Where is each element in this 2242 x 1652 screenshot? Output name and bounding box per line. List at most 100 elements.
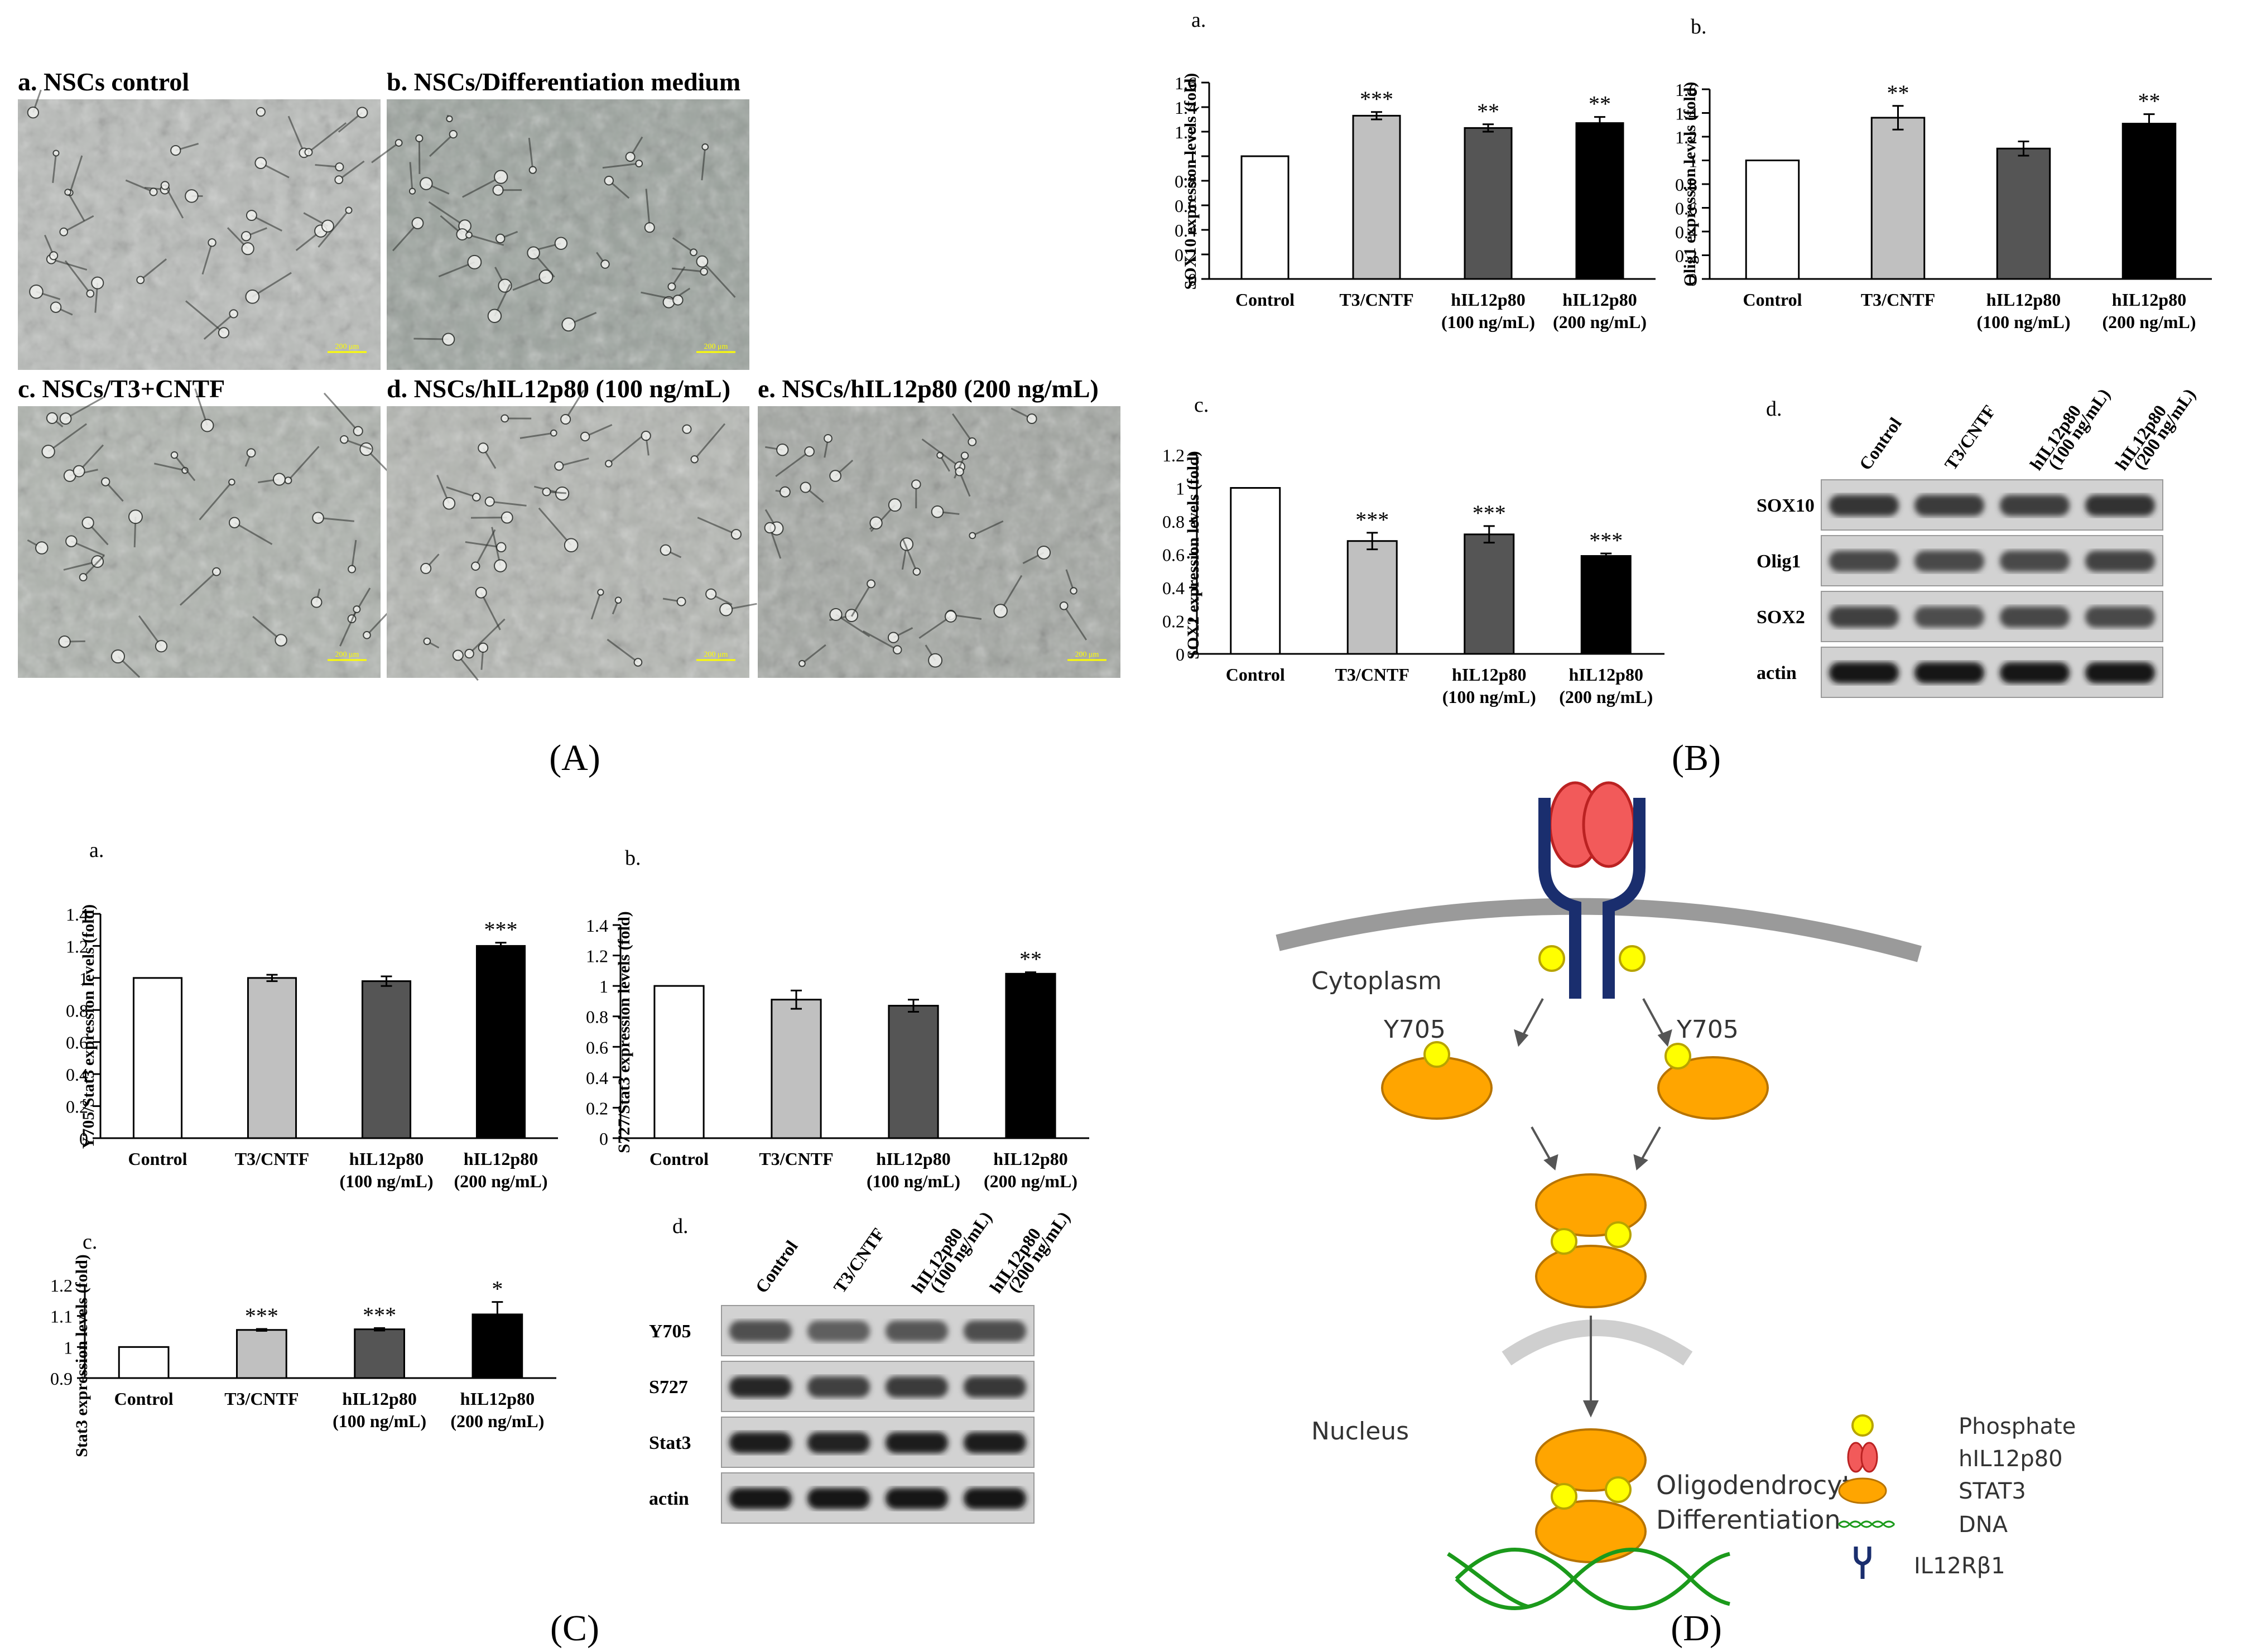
cell-process	[645, 189, 651, 228]
blot-band	[886, 1432, 948, 1453]
cell-body	[776, 444, 789, 456]
cell-body	[614, 596, 622, 604]
significance-marker: ***	[1355, 507, 1389, 532]
cell-process	[65, 397, 104, 420]
cell-body	[600, 259, 610, 269]
cell-process	[465, 541, 502, 548]
cell-body	[564, 538, 579, 552]
y-tick-label: 0.6	[1175, 196, 1197, 216]
cell-body	[52, 150, 60, 157]
cell-body	[467, 254, 482, 269]
bar	[1240, 155, 1290, 280]
y-tick-label: 0.4	[1175, 220, 1197, 240]
y-tick-label: 0.2	[1162, 611, 1185, 632]
cell-body	[321, 219, 334, 233]
blot-band	[2085, 662, 2155, 683]
cell-process	[154, 463, 185, 471]
y-tick-label: 1.6	[1175, 73, 1197, 93]
cell-process	[139, 258, 167, 281]
cell-body	[241, 242, 254, 256]
cytoplasm-label: Cytoplasm	[1311, 967, 1442, 995]
blot-band	[964, 1321, 1026, 1342]
chart-sublabel: a.	[89, 839, 104, 862]
outcome-label-line1: Oligodendrocyte	[1656, 1470, 1868, 1500]
cell-body	[284, 476, 292, 484]
y-tick-label: 0.8	[66, 1000, 88, 1020]
cell-body	[312, 512, 324, 524]
y-axis-label: Stat3 expression levels (fold)	[73, 1254, 91, 1457]
panel-label-a: (A)	[549, 738, 600, 778]
cell-body	[91, 276, 104, 290]
cell-body	[484, 496, 495, 507]
cell-process	[1063, 605, 1088, 640]
bar	[653, 985, 705, 1139]
cell-body	[170, 451, 179, 459]
y-tick-label: 1	[1688, 151, 1697, 171]
cell-body	[542, 487, 551, 497]
cell-body	[496, 542, 507, 553]
cell-body	[464, 648, 474, 659]
blot-row-label: SOX2	[1757, 607, 1805, 628]
category-label: hIL12p80	[342, 1389, 416, 1409]
cell-body	[764, 522, 776, 534]
cell-body	[79, 573, 88, 582]
cell-body	[641, 430, 651, 441]
cell-body	[408, 187, 416, 195]
cell-body	[676, 596, 686, 606]
cell-body	[912, 567, 921, 576]
bar	[1580, 555, 1632, 655]
y-tick-label: 1	[64, 1337, 73, 1357]
cell-body	[348, 565, 356, 574]
cell-process	[538, 507, 572, 546]
bar	[1575, 122, 1624, 280]
chart-sublabel: b.	[1691, 15, 1707, 38]
cell-process	[234, 522, 273, 545]
panel-label-d: (D)	[1671, 1608, 1722, 1649]
cell-process	[323, 392, 359, 432]
blot-band	[1829, 606, 1899, 628]
cell-body	[415, 134, 424, 142]
y-tick-label: 1	[79, 969, 88, 989]
blot-band	[886, 1376, 948, 1398]
cell-body	[86, 289, 95, 298]
cell-body	[212, 567, 221, 576]
blot-lane-label: T3/CNTF	[1940, 401, 1999, 474]
cell-body	[690, 455, 699, 464]
y-axis-label: SOX2 expression levels (fold)	[1184, 451, 1202, 659]
cell-body	[50, 301, 62, 313]
y-tick-label: 0	[1688, 269, 1697, 290]
cell-body	[561, 317, 576, 332]
category-label: (200 ng/mL)	[450, 1411, 544, 1431]
cell-process	[863, 630, 898, 651]
cell-body	[633, 658, 643, 667]
phosphate-dimer-right	[1605, 1221, 1632, 1248]
cell-body	[335, 162, 344, 172]
cell-body	[660, 544, 672, 556]
cell-process	[344, 439, 372, 450]
cell-process	[559, 457, 589, 467]
cell-body	[478, 442, 489, 454]
blot-band	[1914, 551, 1984, 572]
cell-process	[164, 185, 184, 219]
cell-body	[478, 642, 488, 653]
scale-bar-label: 200 μm	[704, 651, 728, 659]
cell-body	[101, 477, 110, 487]
blot-row-label: actin	[1757, 663, 1797, 683]
stat3-pathway-schematic: Cytoplasm Y705 Y705 Nucleus Oligodendroc…	[1276, 781, 2076, 1610]
cell-body	[228, 478, 235, 486]
legend-stat3-label: STAT3	[1959, 1478, 2026, 1504]
cell-body	[29, 285, 44, 299]
y-tick-label: 0	[1188, 269, 1197, 290]
bar	[247, 977, 297, 1139]
cell-process	[469, 618, 506, 654]
cell-process	[918, 615, 951, 639]
category-label: hIL12p80	[876, 1149, 950, 1169]
cell-body	[136, 276, 145, 285]
bar	[1464, 127, 1513, 280]
cell-body	[472, 493, 481, 502]
cell-body	[829, 608, 843, 622]
il12rb1-receptor-right	[1603, 798, 1646, 999]
blot-lane-label: T3/CNTF	[829, 1224, 888, 1297]
chart-sublabel: c.	[83, 1230, 97, 1254]
